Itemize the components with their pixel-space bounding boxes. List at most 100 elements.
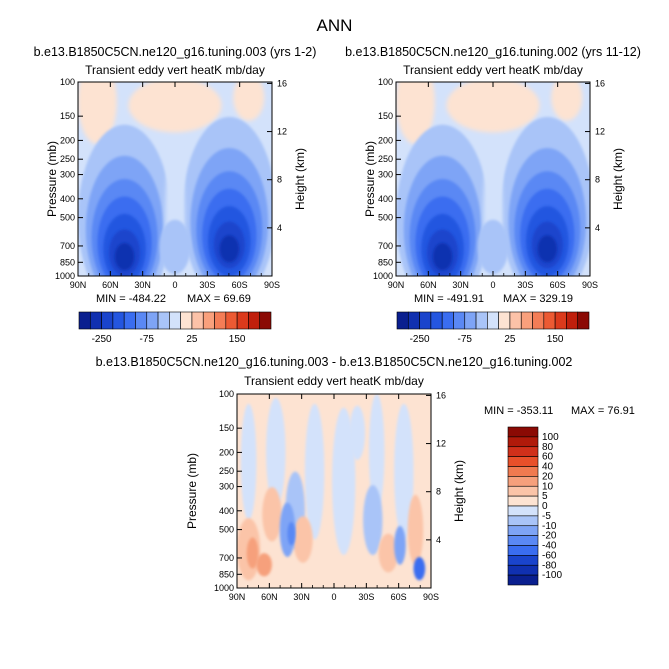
panel-2-y-tick-label: 1000 xyxy=(373,271,393,281)
panel-3-height-tick-label: 12 xyxy=(436,439,446,449)
panel-3-contour-region xyxy=(262,487,282,542)
panel-2-y-tick-label: 300 xyxy=(378,170,393,180)
panel-1-colorbar-swatch xyxy=(169,311,181,330)
panel-2-colorbar-swatch xyxy=(464,311,477,330)
panel-2-y-tick-label: 400 xyxy=(378,194,393,204)
panel-2-colorbar-swatch xyxy=(498,311,511,330)
panel-2-y-tick-label: 150 xyxy=(378,111,393,121)
panel-3-contour-region xyxy=(368,394,385,511)
panel-3-colorbar-label: -20 xyxy=(542,531,557,542)
panel-3-y-tick-label: 150 xyxy=(219,423,234,433)
panel-3-height-tick-label: 16 xyxy=(436,390,446,400)
panel-3-colorbar-label: -80 xyxy=(542,560,557,571)
panel-3-colorbar-label: 100 xyxy=(542,432,559,443)
panel-3-ylabel: Pressure (mb) xyxy=(185,453,199,529)
panel-2-max: MAX = 329.19 xyxy=(503,293,573,305)
panel-3-contour-region xyxy=(287,522,296,546)
panel-2-colorbar-label: -250 xyxy=(410,334,430,345)
panel-2-x-tick-label: 60S xyxy=(550,280,566,290)
panel-3-contour-region xyxy=(378,533,399,573)
panel-1-colorbar-label: -75 xyxy=(140,334,155,345)
panel-1-x-tick-label: 90S xyxy=(264,280,280,290)
panel-1-colorbar-swatch xyxy=(259,311,272,330)
panel-2-x-tick-label: 90N xyxy=(388,280,405,290)
panel-3-colorbar-swatch xyxy=(507,485,539,497)
panel-1-colorbar-swatch xyxy=(78,311,91,330)
panel-1-contour-region xyxy=(114,243,135,271)
panel-3-contour-region xyxy=(394,403,414,540)
panel-1-y-tick-label: 1000 xyxy=(55,271,75,281)
panel-3-height-tick-label: 8 xyxy=(436,487,441,497)
panel-1-axes: 90N 60N 30N 0 30S 60S 90S 100 150 200 250 300 400 500… xyxy=(55,77,287,290)
panel-1-colorbar-swatch xyxy=(157,311,170,330)
panel-3-x-tick-label: 0 xyxy=(331,592,336,602)
panel-1-contour-region xyxy=(128,82,222,133)
panel-3-colorbar-label: -10 xyxy=(542,521,557,532)
panel-2-colorbar-swatch xyxy=(532,311,545,330)
panel-2-height-tick-label: 12 xyxy=(595,127,605,137)
panel-2-contour-region xyxy=(551,82,583,121)
panel-2-colorbar-swatch xyxy=(487,311,499,330)
panel-2-contour-region xyxy=(432,243,453,271)
panel-2-x-tick-label: 0 xyxy=(490,280,495,290)
panel-3-colorbar-swatch xyxy=(507,535,539,546)
panel-3-colorbar-swatch xyxy=(507,515,539,527)
panel-3-colorbar-swatch xyxy=(507,525,539,536)
panel-1-x-tick-label: 30S xyxy=(199,280,215,290)
panel-2-variable: Transient eddy vert heatK mb/day xyxy=(403,63,583,77)
panel-1-colorbar-swatch xyxy=(214,311,227,330)
panel-3-y-tick-label: 850 xyxy=(219,569,234,579)
panel-1-height-tick-label: 8 xyxy=(277,175,282,185)
panel-3-colorbar-label: -40 xyxy=(542,541,557,552)
panel-1-y-tick-label: 150 xyxy=(60,111,75,121)
panel-2-variable-name: Transient eddy vert heatK xyxy=(403,63,540,77)
panel-2-y-tick-label: 250 xyxy=(378,154,393,164)
panel-1-units: mb/day xyxy=(225,63,264,77)
panel-3-x-tick-label: 30S xyxy=(358,592,374,602)
panel-3-colorbar-swatch xyxy=(507,574,539,586)
panel-2-x-tick-label: 30S xyxy=(517,280,533,290)
panel-3-y-tick-label: 200 xyxy=(219,447,234,457)
panel-3-colorbar-label: -60 xyxy=(542,550,557,561)
panel-1-height-tick-label: 4 xyxy=(277,223,282,233)
panel-2-colorbar-swatch xyxy=(554,311,567,330)
panel-3-x-tick-label: 90S xyxy=(423,592,439,602)
panel-2-colorbar-swatch xyxy=(520,311,533,330)
panel-2-units: mb/day xyxy=(543,63,582,77)
panel-1-colorbar-swatch xyxy=(123,311,136,330)
panel-2-x-tick-label: 30N xyxy=(452,280,469,290)
panel-3-contour-region xyxy=(256,553,272,577)
panel-3-colorbar-swatch xyxy=(507,446,539,457)
panel-3-contour-region xyxy=(240,403,257,521)
panel-3-colorbar-swatch xyxy=(507,426,539,438)
panel-1-y-tick-label: 250 xyxy=(60,154,75,164)
panel-3-contour-region xyxy=(363,485,383,556)
panel-2-y-tick-label: 850 xyxy=(378,257,393,267)
panel-3-case-title: b.e13.B1850C5CN.ne120_g16.tuning.003 - b… xyxy=(96,355,573,369)
panel-2-colorbar-swatch xyxy=(419,311,432,330)
panel-1-colorbar-swatch xyxy=(225,311,238,330)
panel-1-colorbar-swatch xyxy=(146,311,159,330)
panel-3-colorbar-swatch xyxy=(507,436,539,448)
panel-1-y-tick-label: 100 xyxy=(60,77,75,87)
panel-3-contour-region xyxy=(349,405,366,460)
panel-3-variable-name: Transient eddy vert heatK xyxy=(244,374,381,388)
panel-1-case-title: b.e13.B1850C5CN.ne120_g16.tuning.003 (yr… xyxy=(34,45,317,59)
panel-1-x-tick-label: 30N xyxy=(134,280,151,290)
panel-1-y-tick-label: 700 xyxy=(60,241,75,251)
panel-1-colorbar-swatch xyxy=(191,311,204,330)
panel-3-y-tick-label: 100 xyxy=(219,389,234,399)
panel-3-colorbar-swatch xyxy=(507,564,539,576)
panel-1-y-tick-label: 850 xyxy=(60,257,75,267)
panel-3-y-tick-label: 250 xyxy=(219,466,234,476)
panel-1-variable-name: Transient eddy vert heatK xyxy=(85,63,222,77)
panel-3-colorbar-label: 5 xyxy=(542,491,548,502)
panel-2-colorbar-label: 150 xyxy=(547,334,564,345)
panel-1-contour-region xyxy=(233,82,265,121)
panel-2-contour-region xyxy=(446,82,540,133)
panel-1-ylabel: Pressure (mb) xyxy=(45,141,59,217)
panel-2-colorbar-label: 25 xyxy=(504,334,516,345)
panel-2-colorbar-swatch xyxy=(430,311,443,330)
panel-2-ylabel-right: Height (km) xyxy=(611,148,625,210)
panel-3: b.e13.B1850C5CN.ne120_g16.tuning.003 - b… xyxy=(96,355,635,602)
